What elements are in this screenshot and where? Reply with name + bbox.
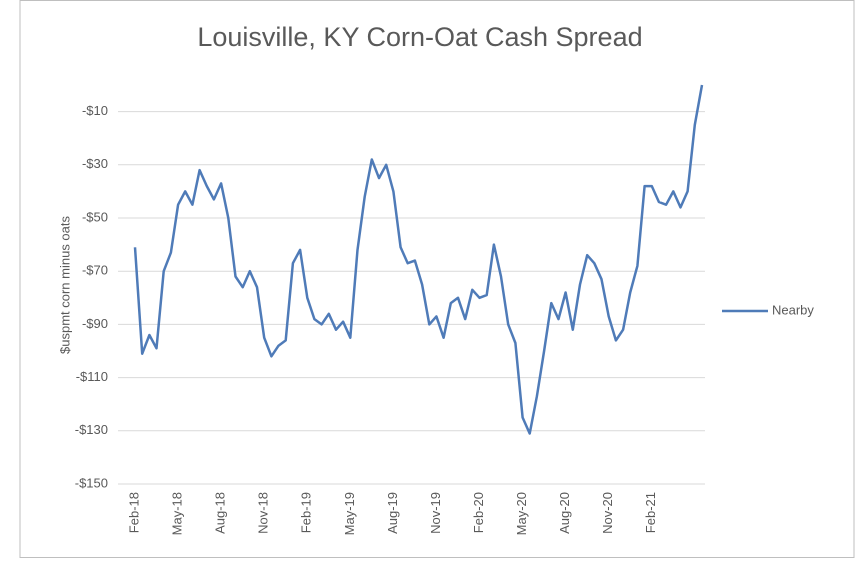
x-tick-label: Aug-20 — [557, 492, 572, 534]
x-tick-label: Feb-19 — [299, 492, 314, 533]
y-tick-label: -$150 — [75, 475, 108, 490]
y-tick-label: -$90 — [82, 316, 108, 331]
data-line — [133, 84, 704, 435]
y-tick-label: -$30 — [82, 156, 108, 171]
y-tick-label: -$70 — [82, 263, 108, 278]
x-tick-label: Feb-20 — [471, 492, 486, 533]
x-tick-label: May-18 — [170, 492, 185, 535]
y-tick-label: -$10 — [82, 103, 108, 118]
x-tick-label: May-19 — [342, 492, 357, 535]
x-tick-label: Feb-21 — [643, 492, 658, 533]
x-tick-label: Feb-18 — [126, 492, 141, 533]
chart-frame — [19, 0, 855, 558]
x-tick-label: Aug-19 — [385, 492, 400, 534]
legend-label: Nearby — [772, 302, 814, 317]
x-tick-label: May-20 — [514, 492, 529, 535]
y-tick-label: -$130 — [75, 422, 108, 437]
y-tick-label: -$110 — [76, 369, 108, 384]
x-tick-label: Nov-19 — [428, 492, 443, 534]
y-axis-title: $uspmt corn minus oats — [57, 216, 72, 355]
x-tick-label: Nov-20 — [600, 492, 615, 534]
x-tick-label: Aug-18 — [213, 492, 228, 534]
y-tick-label: -$50 — [82, 209, 108, 224]
x-tick-label: Nov-18 — [256, 492, 271, 534]
chart-title: Louisville, KY Corn-Oat Cash Spread — [197, 22, 642, 52]
